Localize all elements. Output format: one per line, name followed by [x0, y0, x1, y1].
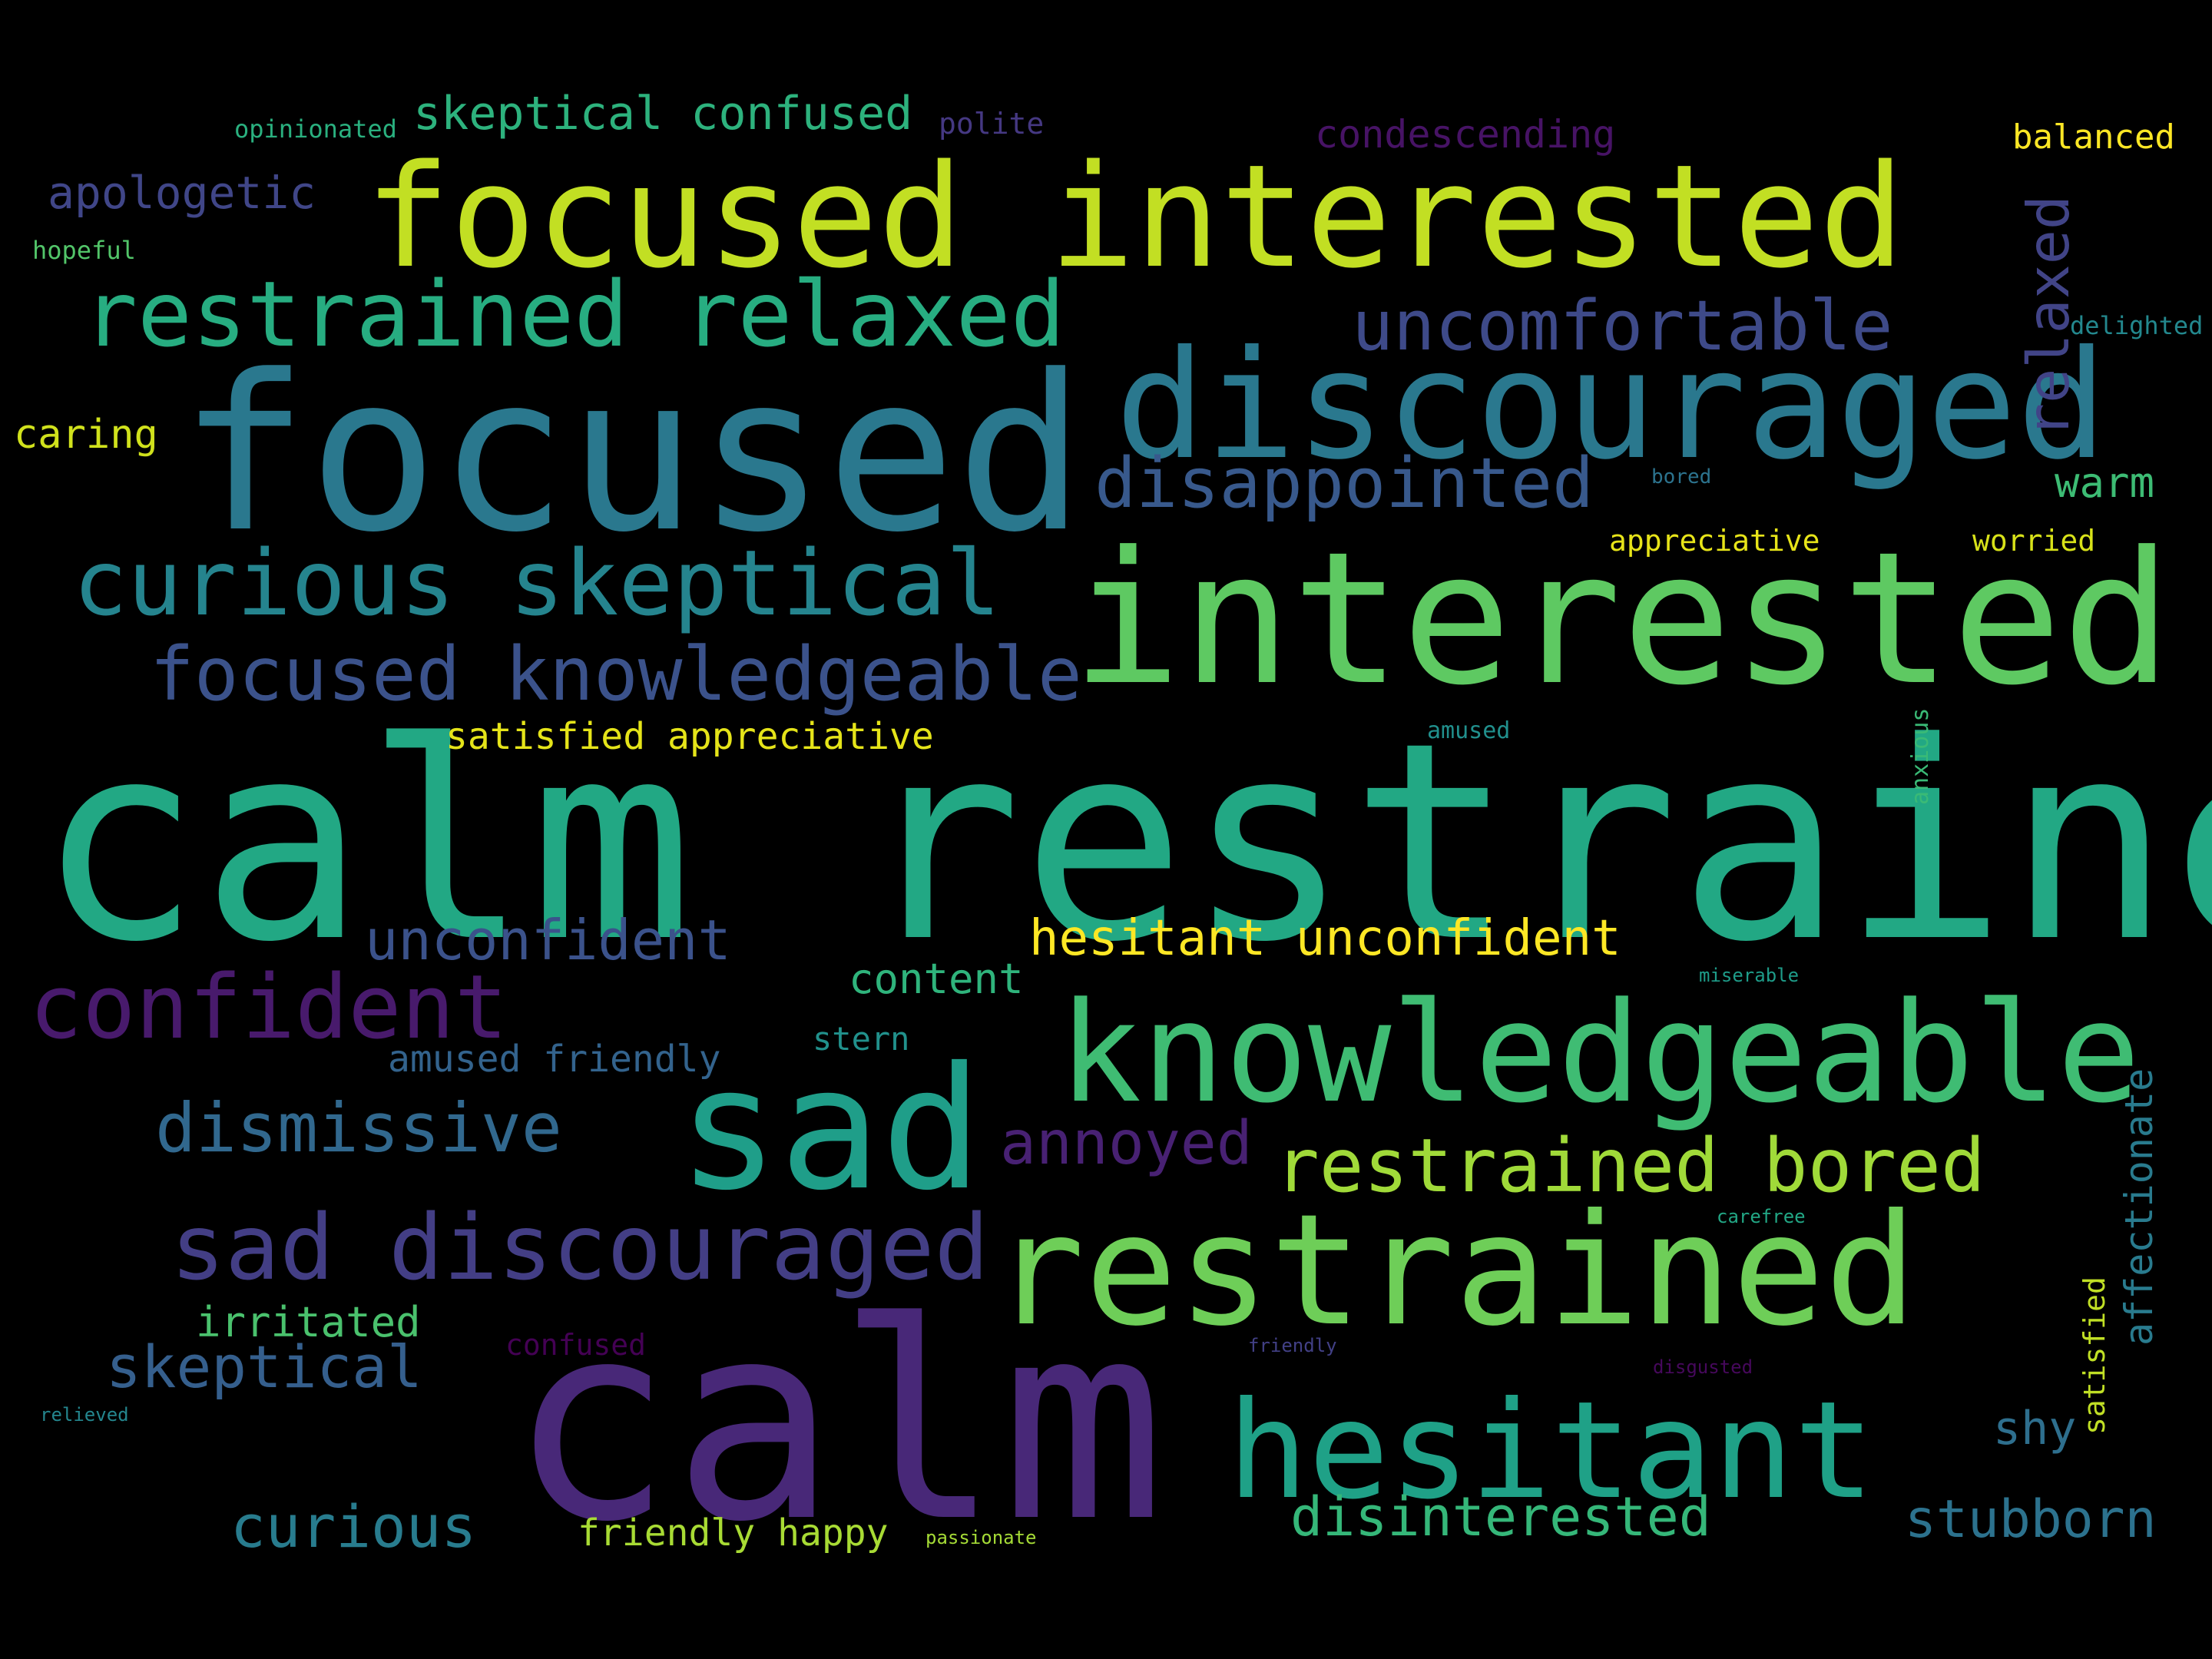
word-curious-skeptical: curious skeptical: [73, 530, 1001, 636]
word-sad-discouraged: sad discouraged: [171, 1194, 989, 1300]
word-uncomfortable: uncomfortable: [1352, 286, 1893, 366]
word-disgusted: disgusted: [1653, 1356, 1753, 1378]
word-miserable: miserable: [1699, 965, 1800, 986]
word-calm-restrained: calm restrained: [37, 684, 2212, 1002]
word-caring: caring: [14, 412, 158, 458]
word-amused-friendly: amused friendly: [388, 1038, 721, 1081]
word-bored: bored: [1651, 465, 1712, 488]
word-hopeful: hopeful: [32, 236, 136, 265]
word-condescending: condescending: [1315, 112, 1616, 157]
word-sad: sad: [677, 1031, 983, 1227]
word-discouraged: discouraged: [1115, 318, 2108, 492]
word-knowledgeable: knowledgeable: [1058, 973, 2141, 1134]
word-focused: focused: [179, 329, 1086, 580]
word-focused-knowledgeable: focused knowledgeable: [150, 631, 1082, 717]
word-focused-interested: focused interested: [365, 134, 1905, 300]
word-appreciative: appreciative: [1609, 524, 1820, 558]
word-confused: confused: [505, 1328, 647, 1362]
word-delighted: delighted: [2070, 311, 2204, 340]
word-passionate: passionate: [926, 1527, 1037, 1548]
word-satisfied-appreciative: satisfied appreciative: [445, 715, 934, 758]
word-balanced: balanced: [2012, 118, 2175, 157]
word-irritated: irritated: [196, 1298, 421, 1346]
word-carefree: carefree: [1717, 1206, 1806, 1227]
word-friendly-happy: friendly happy: [578, 1512, 889, 1555]
word-disinterested: disinterested: [1290, 1485, 1711, 1548]
word-stern: stern: [813, 1020, 910, 1058]
word-apologetic: apologetic: [48, 167, 316, 219]
word-opinionated: opinionated: [234, 114, 397, 144]
word-unconfident: unconfident: [365, 908, 731, 972]
word-anxious-vertical: anxious: [1907, 707, 1934, 805]
word-dismissive: dismissive: [155, 1088, 562, 1167]
word-satisfied-vertical: satisfied: [2078, 1277, 2111, 1435]
word-calm: calm: [508, 1263, 1165, 1581]
word-confident: confident: [29, 956, 508, 1059]
word-friendly: friendly: [1248, 1335, 1337, 1356]
word-skeptical: skeptical: [106, 1333, 422, 1401]
word-hesitant-unconfident: hesitant unconfident: [1029, 910, 1621, 967]
word-warm: warm: [2055, 459, 2155, 507]
word-stubborn: stubborn: [1905, 1489, 2157, 1550]
word-polite: polite: [939, 107, 1045, 141]
word-interested: interested: [1071, 513, 2172, 726]
word-relaxed-vertical: relaxed: [2015, 194, 2082, 438]
word-worried: worried: [1972, 524, 2096, 558]
word-disappointed: disappointed: [1094, 443, 1594, 524]
word-skeptical-confused: skeptical confused: [413, 87, 913, 141]
word-amused: amused: [1427, 717, 1511, 744]
word-shy: shy: [1993, 1402, 2077, 1455]
word-relieved: relieved: [40, 1404, 129, 1426]
word-restrained-bored: restrained bored: [1275, 1123, 1985, 1209]
word-restrained-large: restrained: [992, 1181, 1918, 1360]
word-annoyed: annoyed: [1000, 1109, 1253, 1178]
word-affectionate-vertical: affectionate: [2117, 1068, 2161, 1346]
word-curious: curious: [230, 1492, 477, 1561]
word-restrained-relaxed: restrained relaxed: [83, 261, 1065, 367]
word-content: content: [849, 955, 1024, 1003]
word-hesitant: hesitant: [1227, 1373, 1875, 1529]
